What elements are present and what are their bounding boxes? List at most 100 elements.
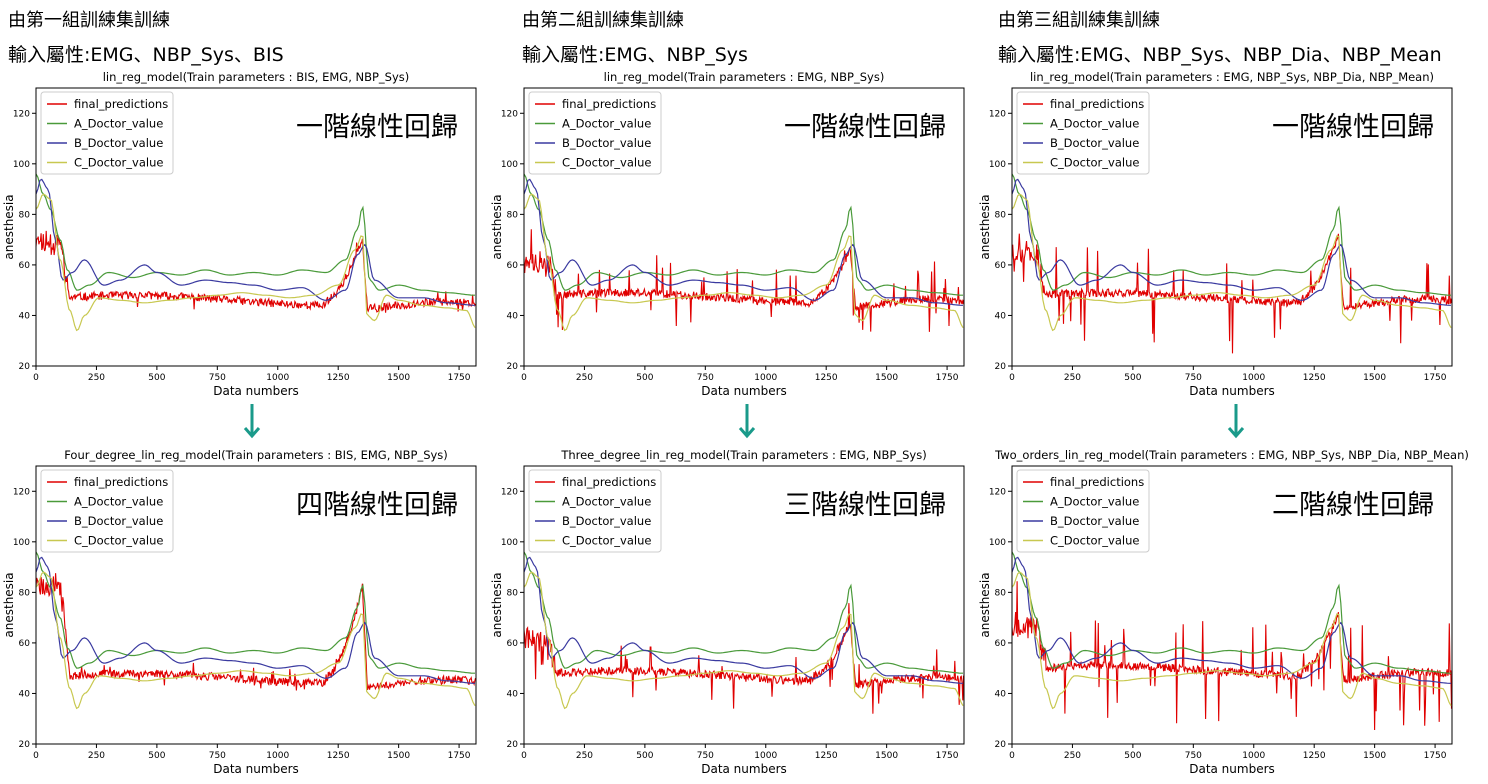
y-tick-label: 60 bbox=[19, 639, 31, 649]
chart-panel-g2-top: lin_reg_model(Train parameters : EMG, NB… bbox=[488, 66, 976, 400]
line-chart: lin_reg_model(Train parameters : BIS, EM… bbox=[2, 70, 477, 398]
legend-entry: B_Doctor_value bbox=[74, 136, 163, 150]
regression-degree-annotation: 二階線性回歸 bbox=[1272, 490, 1434, 521]
y-tick-label: 100 bbox=[989, 538, 1006, 548]
legend-entry: A_Doctor_value bbox=[1050, 117, 1139, 131]
series-line-A_Doctor_value bbox=[35, 551, 475, 674]
regression-degree-annotation: 一階線性回歸 bbox=[784, 112, 946, 143]
x-tick-label: 0 bbox=[33, 751, 39, 761]
y-axis-label: anesthesia bbox=[978, 194, 992, 259]
x-axis-label: Data numbers bbox=[1189, 384, 1275, 398]
legend-entry: final_predictions bbox=[74, 97, 168, 111]
x-tick-label: 750 bbox=[209, 751, 226, 761]
series-line-A_Doctor_value bbox=[523, 551, 963, 674]
series-line-B_Doctor_value bbox=[523, 556, 963, 684]
x-axis-label: Data numbers bbox=[213, 762, 299, 776]
legend-entry: C_Doctor_value bbox=[74, 156, 163, 170]
legend-entry: B_Doctor_value bbox=[74, 514, 163, 528]
legend-entry: final_predictions bbox=[1050, 97, 1144, 111]
series-line-final_predictions bbox=[35, 573, 477, 691]
x-tick-label: 1750 bbox=[936, 751, 959, 761]
y-tick-label: 40 bbox=[507, 311, 519, 321]
chart-title: Four_degree_lin_reg_model(Train paramete… bbox=[64, 448, 448, 462]
x-tick-label: 250 bbox=[576, 751, 593, 761]
legend-entry: B_Doctor_value bbox=[562, 136, 651, 150]
series-line-C_Doctor_value bbox=[35, 571, 476, 710]
line-chart: Two_orders_lin_reg_model(Train parameter… bbox=[978, 448, 1469, 776]
chart-title: lin_reg_model(Train parameters : EMG, NB… bbox=[604, 70, 885, 84]
legend-entry: final_predictions bbox=[562, 475, 656, 489]
y-tick-label: 120 bbox=[989, 487, 1006, 497]
x-tick-label: 250 bbox=[1064, 751, 1081, 761]
y-tick-label: 100 bbox=[501, 160, 518, 170]
y-tick-label: 60 bbox=[19, 261, 31, 271]
x-tick-label: 500 bbox=[1124, 751, 1141, 761]
x-tick-label: 500 bbox=[148, 373, 165, 383]
y-tick-label: 40 bbox=[19, 689, 31, 699]
y-axis-label: anesthesia bbox=[490, 194, 504, 259]
y-tick-label: 80 bbox=[995, 210, 1007, 220]
x-tick-label: 1000 bbox=[1242, 373, 1265, 383]
x-tick-label: 250 bbox=[1064, 373, 1081, 383]
legend-entry: C_Doctor_value bbox=[1050, 156, 1139, 170]
y-tick-label: 20 bbox=[995, 362, 1007, 372]
y-tick-label: 100 bbox=[13, 538, 30, 548]
legend-entry: A_Doctor_value bbox=[74, 117, 163, 131]
x-tick-label: 1250 bbox=[1303, 751, 1326, 761]
y-tick-label: 60 bbox=[995, 261, 1007, 271]
x-tick-label: 750 bbox=[1185, 751, 1202, 761]
x-tick-label: 1250 bbox=[327, 373, 350, 383]
y-tick-label: 20 bbox=[19, 740, 31, 750]
x-tick-label: 1250 bbox=[815, 373, 838, 383]
legend-entry: A_Doctor_value bbox=[562, 495, 651, 509]
y-tick-label: 120 bbox=[13, 487, 30, 497]
y-tick-label: 60 bbox=[507, 639, 519, 649]
series-line-B_Doctor_value bbox=[523, 178, 963, 306]
y-tick-label: 100 bbox=[989, 160, 1006, 170]
legend: final_predictions A_Doctor_value B_Doctor_… bbox=[528, 91, 662, 175]
chart-title: Three_degree_lin_reg_model(Train paramet… bbox=[560, 448, 926, 462]
chart-panel-g2-bottom: Three_degree_lin_reg_model(Train paramet… bbox=[488, 444, 976, 778]
arrow-down-icon bbox=[243, 404, 261, 439]
y-tick-label: 120 bbox=[501, 109, 518, 119]
x-tick-label: 500 bbox=[1124, 373, 1141, 383]
x-tick-label: 750 bbox=[697, 373, 714, 383]
legend-entry: final_predictions bbox=[562, 97, 656, 111]
x-axis-label: Data numbers bbox=[1189, 762, 1275, 776]
y-tick-label: 20 bbox=[507, 362, 519, 372]
y-tick-label: 20 bbox=[507, 740, 519, 750]
x-tick-label: 0 bbox=[521, 751, 527, 761]
plot-frame bbox=[35, 465, 477, 745]
x-tick-label: 1500 bbox=[387, 373, 410, 383]
x-tick-label: 1250 bbox=[1303, 373, 1326, 383]
plot-frame bbox=[523, 465, 965, 745]
y-axis-label: anesthesia bbox=[978, 572, 992, 637]
y-tick-label: 120 bbox=[501, 487, 518, 497]
y-tick-label: 80 bbox=[507, 588, 519, 598]
series-line-A_Doctor_value bbox=[523, 173, 963, 296]
legend: final_predictions A_Doctor_value B_Doctor_… bbox=[528, 469, 662, 553]
x-tick-label: 1750 bbox=[1424, 373, 1447, 383]
y-tick-label: 100 bbox=[13, 160, 30, 170]
x-tick-label: 500 bbox=[636, 373, 653, 383]
series-line-final_predictions bbox=[523, 603, 965, 714]
chart-title: lin_reg_model(Train parameters : EMG, NB… bbox=[1030, 70, 1434, 84]
y-tick-label: 40 bbox=[995, 689, 1007, 699]
y-axis-label: anesthesia bbox=[2, 572, 16, 637]
x-axis-label: Data numbers bbox=[213, 384, 299, 398]
x-tick-label: 1750 bbox=[448, 373, 471, 383]
legend-entry: A_Doctor_value bbox=[74, 495, 163, 509]
x-tick-label: 0 bbox=[521, 373, 527, 383]
legend: final_predictions A_Doctor_value B_Doctor_… bbox=[40, 469, 174, 553]
y-tick-label: 60 bbox=[995, 639, 1007, 649]
series-line-B_Doctor_value bbox=[35, 556, 475, 684]
y-tick-label: 80 bbox=[995, 588, 1007, 598]
x-tick-label: 750 bbox=[209, 373, 226, 383]
group-3-heading: 由第三組訓練集訓練 bbox=[998, 10, 1160, 31]
legend-entry: final_predictions bbox=[74, 475, 168, 489]
x-tick-label: 0 bbox=[1009, 751, 1015, 761]
x-axis-label: Data numbers bbox=[701, 384, 787, 398]
legend: final_predictions A_Doctor_value B_Doctor_… bbox=[1016, 469, 1150, 553]
legend-entry: B_Doctor_value bbox=[1050, 136, 1139, 150]
regression-degree-annotation: 一階線性回歸 bbox=[1272, 112, 1434, 143]
